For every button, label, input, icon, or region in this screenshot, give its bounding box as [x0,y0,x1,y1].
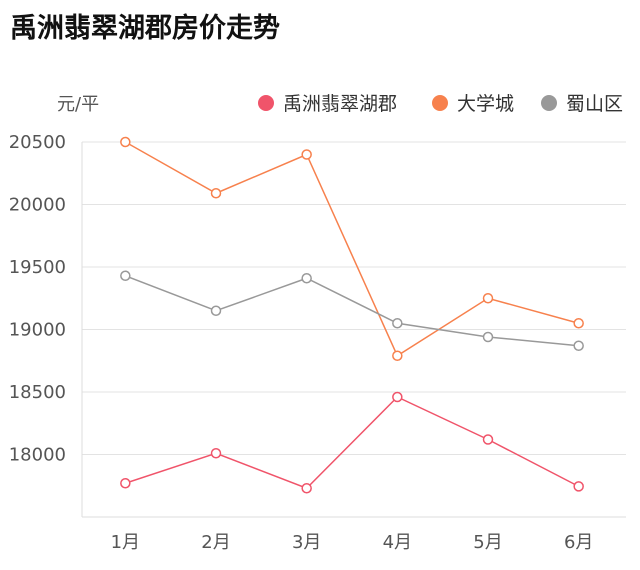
data-point [210,188,222,199]
data-point [573,481,584,492]
x-tick-label: 6月 [564,532,593,553]
y-tick-label: 19000 [9,320,66,341]
data-point [392,350,403,361]
legend-marker-icon [541,95,557,111]
data-point [482,293,494,304]
data-point [573,318,584,329]
series-line [125,275,579,347]
legend-label: 大学城 [457,93,514,115]
data-point [120,478,131,489]
legend-item[interactable]: 大学城 [432,93,514,115]
y-axis-label: 元/平 [57,94,99,115]
data-point [120,270,131,281]
data-point [301,273,312,284]
legend-marker-icon [258,95,274,111]
data-point [482,434,494,445]
y-tick-label: 20000 [9,195,66,216]
data-point [210,448,222,459]
x-tick-label: 4月 [383,532,412,553]
x-tick-label: 1月 [111,532,140,553]
chart-title: 禹洲翡翠湖郡房价走势 [10,13,280,44]
data-point [210,305,222,316]
data-point [301,149,312,160]
legend-marker-icon [432,95,448,111]
data-point [301,483,312,494]
y-tick-label: 18500 [9,382,66,403]
legend-item[interactable]: 蜀山区 [541,93,623,115]
y-tick-label: 19500 [9,257,66,278]
series-line [124,141,579,357]
data-point [573,340,584,351]
x-tick-label: 2月 [201,532,230,553]
legend-item[interactable]: 禹洲翡翠湖郡 [258,93,397,115]
y-tick-label: 18000 [9,445,66,466]
legend-label: 蜀山区 [566,93,623,115]
data-point [120,136,131,148]
y-tick-label: 20500 [9,132,66,153]
data-point [482,331,494,343]
data-point [392,318,403,329]
legend-label: 禹洲翡翠湖郡 [283,93,397,115]
data-point [392,391,403,403]
series-line [125,396,580,490]
x-tick-label: 3月 [292,532,321,553]
x-tick-label: 5月 [473,532,502,553]
